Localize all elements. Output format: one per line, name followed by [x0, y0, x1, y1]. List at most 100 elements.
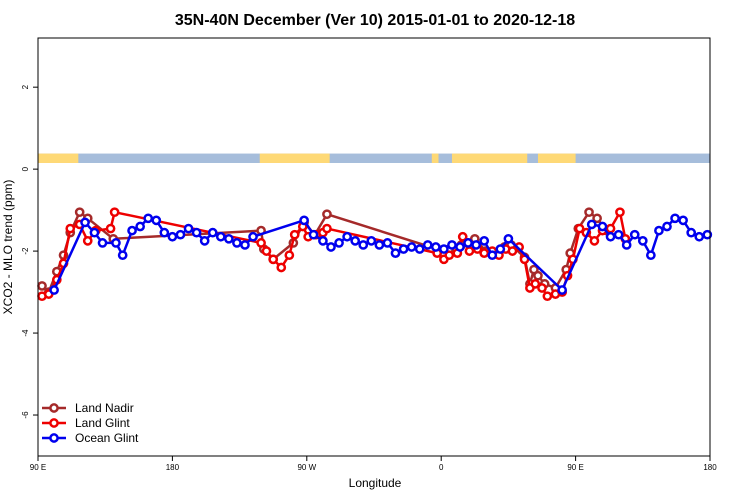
point-land-glint-20: [322, 223, 332, 234]
point-ocean-glint-46: [495, 244, 506, 254]
legend-marker-land-nadir: [49, 403, 59, 413]
point-ocean-glint-52: [613, 229, 624, 240]
axes: 90 E 180 90 W 0 90 E 180 2 0 -2 -4 -6: [21, 84, 717, 472]
series-ocean-glint: [49, 213, 713, 295]
point-ocean-glint-8: [143, 213, 154, 224]
point-land-glint-28: [479, 248, 490, 258]
point-ocean-glint-44: [479, 236, 490, 246]
plot-frame: [37, 37, 711, 457]
point-ocean-glint-15: [199, 236, 210, 246]
land-ocean-band: [38, 153, 710, 163]
point-ocean-glint-45: [487, 250, 498, 261]
point-land-glint-38: [542, 291, 553, 302]
series-layer: [37, 207, 713, 302]
point-ocean-glint-54: [629, 229, 640, 240]
point-ocean-glint-28: [350, 236, 361, 246]
point-ocean-glint-40: [447, 240, 457, 250]
point-land-glint-9: [109, 207, 120, 218]
y-tick-label-0: 2: [21, 84, 30, 89]
point-land-nadir-34: [592, 213, 602, 224]
x-tick-label-4: 90 E: [567, 463, 583, 472]
land-segment-2: [431, 153, 439, 163]
point-ocean-glint-58: [662, 221, 672, 232]
x-axis-label: Longitude: [349, 476, 402, 490]
point-land-glint-11: [261, 246, 272, 256]
point-ocean-glint-16: [207, 227, 218, 238]
y-axis-label: XCO2 - MLO trend (ppm): [1, 180, 15, 315]
point-ocean-glint-60: [678, 215, 688, 226]
point-ocean-glint-38: [430, 242, 441, 252]
ocean-band: [38, 153, 710, 163]
point-ocean-glint-5: [117, 250, 128, 261]
point-land-glint-26: [464, 246, 475, 256]
point-ocean-glint-18: [223, 233, 234, 244]
point-ocean-glint-37: [422, 240, 433, 250]
legend-item-ocean-glint: Ocean Glint: [42, 431, 139, 445]
point-ocean-glint-53: [621, 240, 632, 250]
legend-marker-ocean-glint: [49, 433, 59, 443]
point-ocean-glint-50: [597, 221, 608, 232]
land-segment-0: [38, 153, 79, 163]
point-ocean-glint-13: [183, 223, 194, 234]
point-ocean-glint-49: [586, 219, 597, 230]
y-tick-label-2: -2: [21, 247, 30, 255]
x-tick-label-5: 180: [703, 463, 717, 472]
legend-label-land-glint: Land Glint: [75, 416, 130, 430]
point-land-glint-13: [276, 262, 287, 273]
y-tick-label-1: 0: [21, 166, 30, 171]
point-land-nadir-27: [533, 270, 543, 281]
point-ocean-glint-39: [439, 244, 449, 254]
point-ocean-glint-14: [191, 227, 202, 238]
point-ocean-glint-31: [374, 240, 385, 250]
point-land-nadir-14: [322, 209, 332, 220]
land-segment-1: [259, 153, 330, 163]
point-ocean-glint-22: [299, 215, 309, 226]
point-land-glint-47: [605, 223, 616, 234]
point-land-glint-32: [507, 246, 518, 256]
point-land-glint-6: [82, 236, 93, 246]
point-land-glint-36: [530, 279, 541, 289]
point-ocean-glint-25: [326, 242, 336, 252]
point-ocean-glint-12: [175, 229, 186, 240]
point-ocean-glint-26: [334, 238, 344, 248]
point-land-nadir-33: [584, 207, 594, 218]
point-ocean-glint-48: [557, 285, 568, 295]
point-ocean-glint-59: [670, 213, 680, 224]
point-ocean-glint-56: [646, 250, 656, 261]
point-ocean-glint-20: [240, 240, 250, 250]
point-land-glint-15: [289, 229, 300, 240]
point-land-glint-37: [537, 283, 547, 293]
point-ocean-glint-43: [471, 240, 481, 250]
x-tick-label-0: 90 E: [30, 463, 46, 472]
point-ocean-glint-23: [308, 229, 319, 240]
point-ocean-glint-6: [127, 225, 137, 236]
point-ocean-glint-51: [605, 231, 616, 242]
legend-item-land-glint: Land Glint: [42, 416, 130, 430]
point-land-glint-45: [589, 236, 600, 246]
point-land-glint-4: [65, 223, 76, 234]
point-ocean-glint-21: [248, 231, 258, 242]
point-land-glint-10: [256, 238, 266, 248]
point-ocean-glint-42: [463, 238, 473, 248]
x-tick-label-3: 0: [439, 463, 444, 472]
point-ocean-glint-63: [702, 229, 713, 240]
point-ocean-glint-7: [135, 221, 145, 232]
point-land-glint-48: [615, 207, 625, 218]
legend-marker-land-glint: [49, 418, 59, 428]
point-land-nadir-0: [37, 281, 47, 291]
point-ocean-glint-2: [89, 227, 100, 238]
point-ocean-glint-3: [97, 238, 108, 248]
point-ocean-glint-36: [414, 244, 425, 254]
point-land-glint-12: [268, 254, 279, 265]
point-land-glint-14: [284, 250, 295, 261]
point-ocean-glint-1: [80, 217, 90, 228]
point-ocean-glint-4: [111, 238, 121, 248]
x-tick-label-2: 90 W: [297, 463, 316, 472]
point-land-glint-23: [444, 250, 455, 261]
point-ocean-glint-47: [503, 233, 514, 244]
point-ocean-glint-30: [366, 236, 377, 246]
point-ocean-glint-33: [390, 248, 401, 258]
point-ocean-glint-24: [318, 236, 328, 246]
